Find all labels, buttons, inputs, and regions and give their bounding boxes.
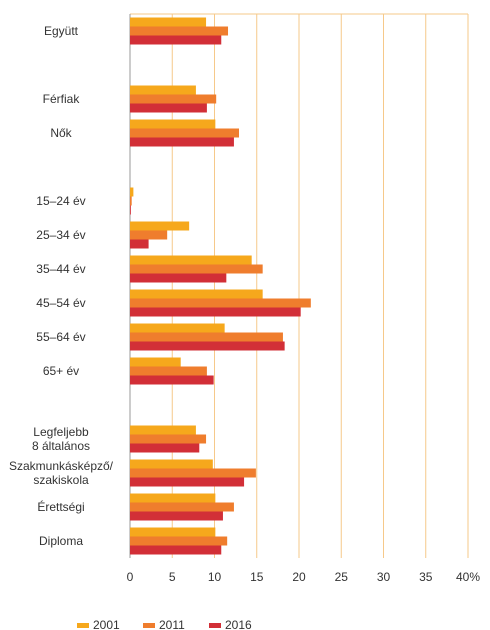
y-tick-label: Legfeljebb 8 általános <box>31 425 91 453</box>
x-tick-label: 15 <box>250 570 264 584</box>
bar <box>130 17 207 27</box>
bar <box>130 255 252 265</box>
y-tick-label: 15–24 év <box>36 194 86 208</box>
bar <box>130 545 222 555</box>
bar <box>130 443 200 453</box>
bar <box>130 264 263 274</box>
bar <box>130 128 240 138</box>
legend-label: 2001 <box>93 618 120 630</box>
bar <box>130 307 301 317</box>
bar <box>130 273 227 283</box>
legend-swatch <box>209 623 221 628</box>
y-tick-label: Diploma <box>38 534 83 548</box>
legend-label: 2011 <box>159 618 185 630</box>
bar <box>130 230 168 240</box>
bar <box>130 468 256 478</box>
bar <box>130 459 213 469</box>
bar <box>130 375 214 385</box>
bar <box>130 332 283 342</box>
bar <box>130 94 217 104</box>
y-tick-label: 25–34 év <box>36 228 86 242</box>
bar <box>130 502 234 512</box>
bar <box>130 527 216 537</box>
bar <box>130 536 228 546</box>
bar <box>130 85 196 95</box>
y-tick-label: 35–44 év <box>36 262 86 276</box>
bar <box>130 26 229 36</box>
x-tick-label: 30 <box>377 570 391 584</box>
bar <box>130 35 222 45</box>
bar <box>130 289 263 299</box>
bar <box>130 434 207 444</box>
bar <box>130 477 245 487</box>
y-tick-label: Férfiak <box>42 92 80 106</box>
x-tick-label: 35 <box>419 570 433 584</box>
bar <box>130 357 181 367</box>
y-tick-label: Érettségi <box>37 500 85 514</box>
bar <box>130 119 216 129</box>
y-tick-label: 45–54 év <box>36 296 86 310</box>
bar <box>130 511 223 521</box>
y-tick-label: 55–64 év <box>36 330 86 344</box>
y-tick-label: Szakmunkásképző/ szakiskola <box>8 459 114 487</box>
x-tick-label: 0 <box>127 570 134 584</box>
bar <box>130 493 216 503</box>
y-tick-label: Nők <box>50 126 72 140</box>
legend-swatch <box>143 623 155 628</box>
bar <box>130 298 311 308</box>
x-tick-label: 40% <box>456 570 480 584</box>
bar <box>130 239 149 249</box>
bar <box>130 187 134 197</box>
legend-swatch <box>77 623 89 628</box>
x-tick-label: 5 <box>169 570 176 584</box>
bar <box>130 137 234 147</box>
y-tick-label: Együtt <box>43 24 79 38</box>
bar <box>130 366 207 376</box>
bar <box>130 341 285 351</box>
x-tick-label: 25 <box>335 570 349 584</box>
y-tick-label: 65+ év <box>42 364 80 378</box>
x-tick-label: 20 <box>292 570 306 584</box>
bar <box>130 425 196 435</box>
bar <box>130 205 131 215</box>
bar <box>130 196 132 206</box>
legend-label: 2016 <box>225 618 252 630</box>
bar <box>130 323 225 333</box>
bar <box>130 103 207 113</box>
x-tick-label: 10 <box>208 570 222 584</box>
bar <box>130 221 190 231</box>
